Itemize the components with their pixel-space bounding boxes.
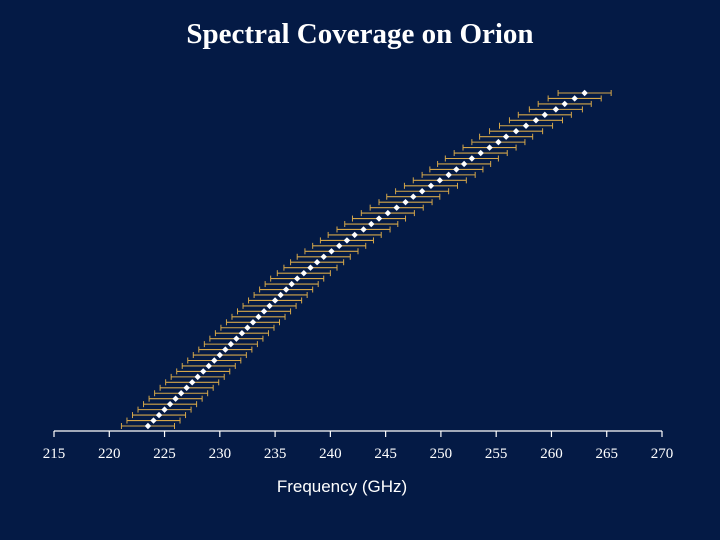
data-point <box>216 351 224 359</box>
x-axis-label: Frequency (GHz) <box>277 477 407 496</box>
x-tick-label: 215 <box>43 446 66 462</box>
data-point <box>581 89 588 97</box>
data-point <box>188 379 196 386</box>
data-point <box>502 133 510 140</box>
data-point <box>200 368 207 375</box>
x-tick-label: 250 <box>430 446 453 462</box>
data-point <box>368 220 375 228</box>
x-tick-label: 220 <box>98 446 121 462</box>
data-point <box>522 122 530 129</box>
slide-title: Spectral Coverage on Orion <box>186 18 534 50</box>
data-point <box>468 155 476 162</box>
data-point <box>166 400 174 408</box>
data-point <box>266 302 273 310</box>
data-point <box>445 171 452 179</box>
data-point <box>561 100 568 108</box>
x-tick-label: 225 <box>153 446 176 462</box>
data-point <box>161 406 168 413</box>
data-point <box>282 286 290 293</box>
data-point <box>260 308 268 315</box>
data-point <box>313 259 321 266</box>
data-point <box>249 319 257 326</box>
data-point <box>460 160 468 168</box>
x-tick-label: 230 <box>209 446 232 462</box>
x-tick-label: 245 <box>374 446 397 462</box>
data-point <box>307 264 314 271</box>
data-point <box>495 138 502 146</box>
data-point <box>255 313 262 321</box>
data-point <box>402 198 409 206</box>
data-point <box>532 117 540 124</box>
data-point <box>486 144 493 151</box>
x-tick-label: 235 <box>264 446 287 462</box>
point-layer <box>144 89 588 430</box>
data-point <box>244 324 251 331</box>
data-point <box>336 242 343 250</box>
x-tick-label: 255 <box>485 446 508 462</box>
data-point <box>418 188 426 195</box>
data-point <box>360 226 367 233</box>
data-point <box>393 204 400 211</box>
data-point <box>177 390 185 397</box>
data-point <box>453 166 460 173</box>
data-point <box>571 95 578 102</box>
data-point <box>144 422 152 430</box>
data-point <box>194 373 201 381</box>
data-point <box>288 280 295 288</box>
data-point <box>328 248 335 255</box>
data-point <box>294 275 301 282</box>
data-point <box>384 209 392 217</box>
data-point <box>343 237 351 244</box>
data-point <box>320 253 327 260</box>
data-point <box>477 149 484 157</box>
x-axis-ticks: 215 220 225 230 235 240 245 250 255 260 265 270 <box>43 431 674 462</box>
x-tick-label: 270 <box>651 446 674 462</box>
data-point <box>541 111 549 119</box>
data-point <box>512 128 520 135</box>
data-point <box>271 297 279 304</box>
errorbar-layer <box>120 90 612 429</box>
data-point <box>150 417 157 424</box>
data-point <box>427 182 435 190</box>
x-tick-label: 240 <box>319 446 342 462</box>
data-point <box>375 215 383 222</box>
data-point <box>436 177 444 184</box>
data-point <box>211 357 218 364</box>
data-point <box>351 231 358 239</box>
x-tick-label: 260 <box>540 446 563 462</box>
data-point <box>238 329 246 337</box>
data-point <box>172 395 179 402</box>
data-point <box>300 269 308 277</box>
data-point <box>277 291 284 299</box>
data-point <box>233 335 240 342</box>
data-point <box>222 346 229 353</box>
data-point <box>205 362 212 370</box>
data-point <box>552 106 560 113</box>
data-point <box>155 411 163 419</box>
x-tick-label: 265 <box>595 446 618 462</box>
data-point <box>227 340 235 348</box>
data-point <box>183 384 190 391</box>
data-point <box>410 193 417 200</box>
